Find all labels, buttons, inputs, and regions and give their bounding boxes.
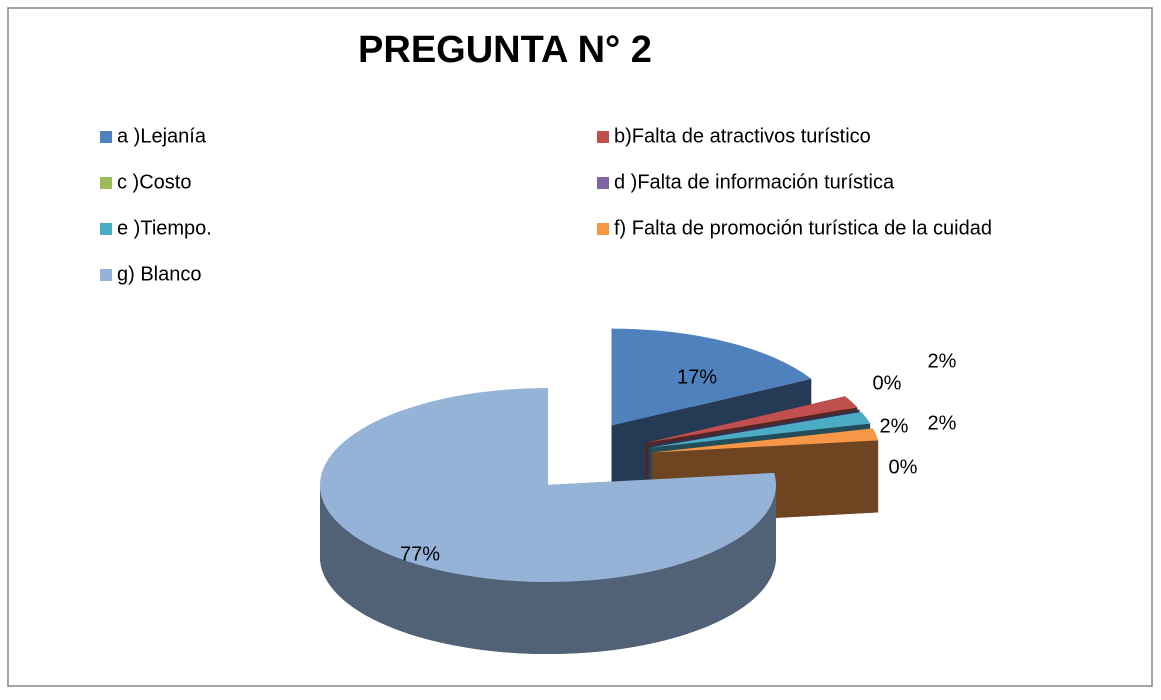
chart-title: PREGUNTA N° 2 [358,29,652,71]
legend-swatch [597,131,609,143]
legend-swatch [100,269,112,281]
legend-label: f) Falta de promoción turística de la cu… [614,217,992,239]
legend-label: b)Falta de atractivos turístico [614,125,871,147]
slice-outer-wall [320,485,776,654]
slice [651,428,879,453]
data-label: 2% [928,412,957,434]
data-label: 77% [400,543,440,565]
slice [645,396,858,443]
legend-swatch [597,223,609,235]
data-label: 2% [880,415,909,437]
legend-label: a )Lejanía [117,125,207,147]
legend-label: g) Blanco [117,263,202,285]
legend-swatch [597,177,609,189]
slice [319,387,776,582]
legend-swatch [100,223,112,235]
slice [649,411,871,448]
slice [611,328,812,426]
legend-label: d )Falta de información turística [614,171,895,193]
legend-label: c )Costo [117,171,191,193]
data-label: 2% [928,350,957,372]
data-label: 0% [889,456,918,478]
legend-swatch [100,177,112,189]
data-label: 0% [873,372,902,394]
legend-label: e )Tiempo. [117,217,212,239]
legend-swatch [100,131,112,143]
data-label: 17% [677,366,717,388]
